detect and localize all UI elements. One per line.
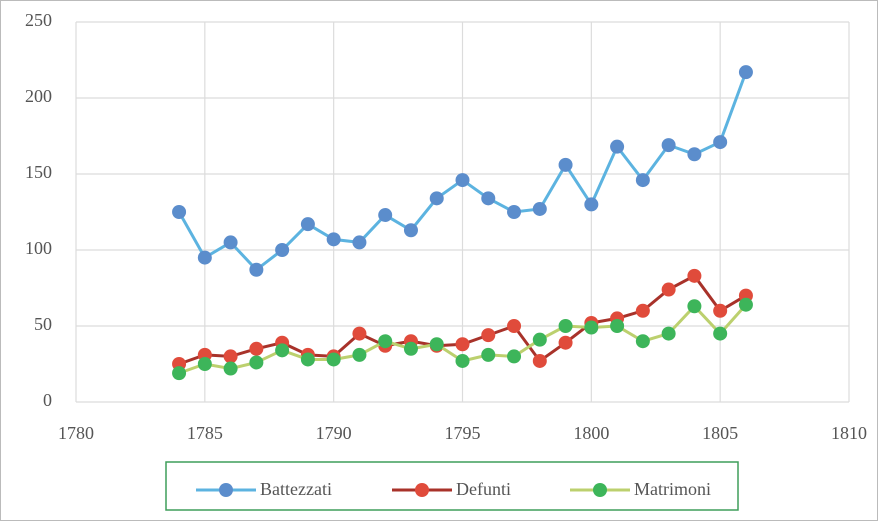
legend-marker (415, 483, 429, 497)
legend-box (165, 461, 739, 511)
data-point (713, 303, 728, 318)
data-point (172, 366, 187, 381)
data-point (275, 343, 290, 358)
data-point (223, 361, 238, 376)
data-point (275, 243, 290, 257)
data-point (713, 135, 728, 150)
data-point (378, 208, 393, 223)
data-point (378, 334, 393, 349)
data-point (481, 191, 496, 206)
data-point (635, 303, 650, 318)
data-point (429, 337, 444, 352)
data-point (610, 139, 625, 154)
data-point (223, 235, 238, 250)
x-tick-label: 1790 (316, 423, 352, 443)
data-point (713, 326, 728, 341)
data-point (455, 173, 470, 188)
data-point (403, 341, 418, 356)
data-point (507, 205, 522, 219)
data-point (223, 349, 238, 364)
legend-label: Battezzati (260, 479, 332, 499)
data-point (558, 319, 573, 333)
data-point (481, 347, 496, 362)
y-tick-label: 200 (25, 86, 52, 106)
data-point (635, 334, 650, 349)
data-point (403, 223, 418, 238)
data-point (172, 205, 187, 219)
y-tick-label: 0 (43, 390, 52, 410)
data-point (352, 326, 367, 341)
data-point (249, 341, 264, 356)
legend-marker (219, 483, 233, 497)
data-point (558, 157, 573, 172)
data-point (738, 65, 753, 80)
data-point (300, 217, 315, 232)
x-tick-label: 1805 (702, 423, 738, 443)
data-point (687, 268, 702, 283)
data-point (326, 352, 341, 367)
legend-marker (593, 483, 607, 497)
x-tick-label: 1780 (58, 423, 94, 443)
data-point (507, 349, 522, 364)
data-point (352, 235, 367, 250)
data-point (429, 191, 444, 206)
y-tick-label: 150 (25, 162, 52, 182)
y-tick-label: 100 (25, 238, 52, 258)
data-point (661, 326, 676, 341)
data-point (249, 355, 264, 370)
data-point (687, 147, 702, 162)
data-point (738, 297, 753, 312)
legend-label: Defunti (456, 479, 511, 499)
x-tick-label: 1785 (187, 423, 223, 443)
data-point (197, 250, 212, 265)
data-point (326, 232, 341, 247)
data-point (584, 320, 599, 335)
data-point (352, 347, 367, 362)
data-point (481, 328, 496, 343)
data-point (661, 282, 676, 297)
x-tick-label: 1795 (445, 423, 481, 443)
data-point (455, 353, 470, 368)
y-tick-label: 50 (34, 314, 52, 334)
data-point (197, 357, 212, 371)
data-point (687, 299, 702, 314)
y-tick-label: 250 (25, 10, 52, 30)
data-point (584, 197, 599, 212)
legend-label: Matrimoni (634, 479, 711, 499)
data-point (532, 353, 547, 368)
data-point (635, 173, 650, 188)
x-tick-label: 1800 (573, 423, 609, 443)
data-point (532, 332, 547, 347)
data-point (661, 138, 676, 153)
data-point (507, 319, 522, 333)
data-point (532, 201, 547, 216)
data-point (300, 352, 315, 367)
data-point (249, 262, 264, 277)
data-point (455, 337, 470, 352)
x-tick-label: 1810 (831, 423, 867, 443)
data-point (558, 335, 573, 350)
data-point (610, 319, 625, 333)
